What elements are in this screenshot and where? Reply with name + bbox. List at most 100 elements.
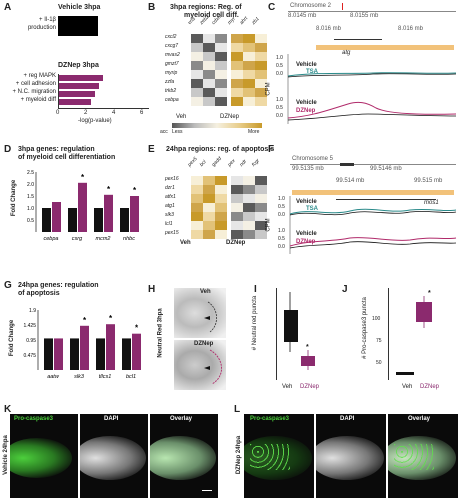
panel-k-ch-3: Overlay	[170, 416, 193, 422]
panel-f-series-2: TSA	[306, 206, 318, 212]
panel-g-bar-vehicle	[44, 338, 53, 370]
panel-a-xtick-1: 2	[84, 110, 88, 116]
panel-e-heatmap-cell	[191, 185, 203, 194]
panel-b-heatmap-row-label: cebpa	[165, 97, 179, 103]
panel-d-title-1: 3hpa genes: regulation	[18, 146, 95, 153]
panel-d-bar-dznep	[78, 182, 87, 232]
panel-d-bar-vehicle	[120, 208, 129, 232]
panel-a-xtick-0: 0	[56, 110, 60, 116]
panel-c-veh-bot-curve	[287, 113, 457, 121]
panel-i-sig: *	[306, 344, 309, 351]
panel-label-g: G	[4, 280, 12, 291]
panel-b-heatmap-cell	[203, 88, 215, 97]
panel-b-heatmap-cell	[203, 61, 215, 70]
panel-b-heatmap-cell	[203, 97, 215, 106]
panel-a-vehicle-term-1: + Il-1β	[39, 17, 56, 23]
panel-b-heatmap-cell	[255, 70, 267, 79]
panel-g-bar-dznep	[106, 324, 115, 370]
panel-i-cat-veh: Veh	[282, 384, 293, 390]
panel-b-heatmap-cell	[231, 88, 243, 97]
panel-a-term-1: + reg MAPK	[23, 73, 56, 79]
panel-k-dapi-image	[80, 414, 148, 498]
panel-b-heatmap-cell	[231, 97, 243, 106]
panel-d-bar-vehicle	[94, 208, 103, 232]
panel-f-chrom: Chromosome 5	[292, 156, 334, 162]
panel-j-ytick-2: 50	[376, 360, 382, 366]
panel-a-term-2: + cell adhesion	[15, 81, 56, 87]
panel-f-series-3: Vehicle	[296, 231, 317, 237]
panel-e-heatmap-col-label: bcl	[198, 159, 208, 168]
panel-b-legend-more: More	[248, 129, 260, 135]
panel-b-heatmap-cell	[203, 43, 215, 52]
panel-e-heatmap-row-label: atfx1	[165, 194, 176, 200]
panel-b-heatmap-row-label: mvas2	[165, 52, 180, 58]
panel-b-heatmap-row-label: cxcg7	[165, 43, 179, 49]
panel-b-heatmap-cell	[215, 43, 227, 52]
panel-h-ylabel: Neutral Red 3hpa	[157, 308, 164, 358]
panel-b-heatmap-cell	[215, 70, 227, 79]
panel-e-heatmap-cell	[203, 230, 215, 239]
panel-e-heatmap-row-label: lcl1	[165, 221, 173, 227]
panel-d-gene-label: cebpa	[44, 236, 59, 242]
panel-b-heatmap-cell	[255, 61, 267, 70]
panel-j-ytick-1: 75	[376, 338, 382, 344]
panel-c-tracks	[287, 54, 457, 124]
panel-e-heatmap-cell	[215, 221, 227, 230]
panel-f-coord-3: 99.514 mb	[336, 178, 365, 184]
panel-b-heatmap-cell	[191, 52, 203, 61]
panel-e-heatmap-cell	[231, 176, 243, 185]
panel-k-procasp-image	[10, 414, 78, 498]
panel-d-gene-label: nhbc	[123, 236, 135, 242]
panel-b-heatmap: vna zeb2 cdxm myr ahrt zb1 cxcl2 cxcg7 mvas2 gmzt…	[165, 13, 267, 112]
panel-g-ytick: 0.95	[26, 338, 36, 344]
panel-label-k: K	[4, 404, 12, 415]
panel-b-heatmap-col-label: zb1	[250, 16, 261, 26]
panel-c-gene-track	[334, 39, 382, 40]
panel-e-heatmap-row-label: pex16	[165, 176, 179, 182]
panel-c-coord-3: 8.016 mb	[316, 26, 342, 32]
panel-l-ch-1: Pro-caspase3	[250, 416, 290, 422]
panel-l-overlay-image	[388, 414, 458, 498]
panel-k-scalebar	[202, 490, 212, 491]
panel-b-heatmap-cell	[203, 34, 215, 43]
panel-e-heatmap-cell	[191, 194, 203, 203]
panel-b-legend-less: Less	[172, 129, 183, 135]
panel-e-heatmap-row-label: pex15	[165, 230, 179, 236]
panel-e-heatmap-cell	[243, 230, 255, 239]
panel-c-chrom-marker	[342, 3, 343, 10]
panel-a-vehicle-term-2: production	[27, 25, 56, 31]
panel-c-veh-top-curve	[287, 73, 457, 78]
panel-c-ytick-top-1: 0.5	[276, 63, 283, 69]
panel-e-heatmap-cell	[215, 185, 227, 194]
panel-f-tsa-curve	[289, 208, 457, 215]
panel-e-heatmap-cell	[243, 185, 255, 194]
panel-g-bar-vehicle	[96, 338, 105, 370]
panel-b-heatmap-cell	[215, 97, 227, 106]
panel-b-heatmap-cell	[243, 34, 255, 43]
panel-e-heatmap-cell	[255, 221, 267, 230]
panel-b-heatmap-cell	[215, 79, 227, 88]
panel-b-heatmap-col-label: ahrt	[238, 15, 250, 26]
panel-j-chart	[396, 296, 432, 375]
panel-b-heatmap-cell	[255, 79, 267, 88]
panel-label-c: C	[268, 2, 276, 13]
panel-g-bar-vehicle	[70, 338, 79, 370]
panel-b-heatmap-row-label: cxcl2	[165, 34, 177, 40]
panel-f-coord-4: 99.515 mb	[414, 178, 443, 184]
panel-e-heatmap-cell	[215, 203, 227, 212]
panel-a-bar-3	[59, 91, 95, 97]
panel-c-tsa-curve	[287, 72, 457, 77]
panel-g-chart: 0.475 0.95 1.425 1.9 aatw slk3 * tllcs1 * bcl1 *	[23, 308, 141, 380]
panel-b-heatmap-cell	[203, 52, 215, 61]
panel-d-sig-star: *	[107, 185, 111, 194]
panel-f-ytick-bot-2: 0.0	[278, 244, 285, 250]
panel-e-heatmap-cell	[255, 230, 267, 239]
panel-e-heatmap-cell	[215, 212, 227, 221]
panel-i-chart	[284, 292, 315, 370]
panel-j-veh-box	[396, 372, 414, 375]
panel-e-heatmap-cell	[215, 194, 227, 203]
panel-b-heatmap-cell	[243, 88, 255, 97]
panel-e-heatmap-cell	[215, 176, 227, 185]
panel-e-heatmap-cell	[243, 212, 255, 221]
panel-a-bar-1	[59, 75, 103, 81]
